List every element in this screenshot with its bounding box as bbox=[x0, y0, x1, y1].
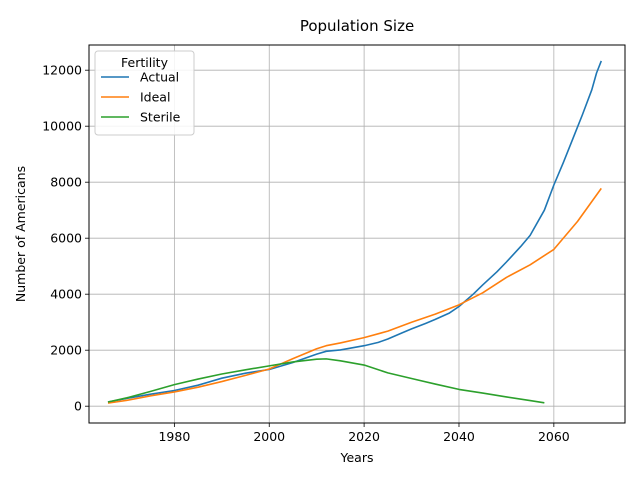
x-tick-label: 2000 bbox=[253, 429, 285, 444]
series-layer bbox=[107, 60, 603, 404]
legend-label-sterile: Sterile bbox=[140, 110, 181, 125]
grid bbox=[89, 45, 625, 423]
x-tick-label: 2040 bbox=[443, 429, 475, 444]
legend-title: Fertility bbox=[121, 55, 169, 70]
legend-box bbox=[94, 50, 195, 136]
x-tick-label: 2060 bbox=[538, 429, 570, 444]
ticks: 1980 2000 2020 2040 2060 0 2000 4000 6000 8000 100… bbox=[42, 63, 570, 444]
plot-frame bbox=[88, 44, 626, 424]
y-tick-label: 4000 bbox=[50, 287, 82, 302]
series-line-actual bbox=[107, 60, 603, 403]
y-tick-label: 12000 bbox=[42, 63, 82, 78]
series-line-ideal bbox=[107, 187, 602, 404]
chart-title: Population Size bbox=[300, 17, 414, 35]
x-tick-label: 1980 bbox=[158, 429, 190, 444]
series-line-sterile bbox=[107, 358, 545, 404]
y-tick-label: 0 bbox=[74, 399, 82, 414]
y-axis-label: Number of Americans bbox=[13, 166, 28, 302]
y-tick-label: 2000 bbox=[50, 343, 82, 358]
legend: Fertility Actual Ideal Sterile bbox=[94, 50, 195, 136]
y-tick-label: 6000 bbox=[50, 231, 82, 246]
legend-label-actual: Actual bbox=[140, 70, 179, 85]
legend-label-ideal: Ideal bbox=[140, 90, 170, 105]
y-tick-label: 8000 bbox=[50, 175, 82, 190]
x-tick-label: 2020 bbox=[348, 429, 380, 444]
y-tick-label: 10000 bbox=[42, 119, 82, 134]
x-axis-label: Years bbox=[340, 450, 374, 465]
